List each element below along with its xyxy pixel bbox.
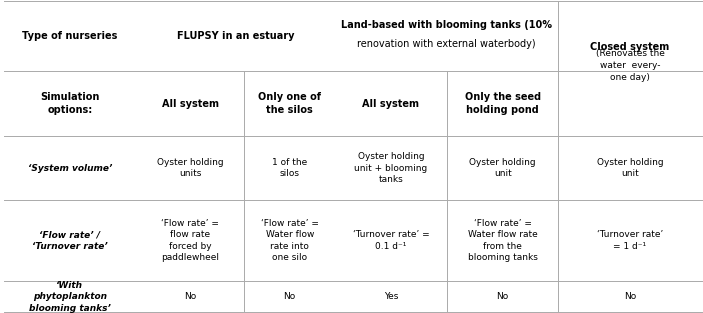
- Text: 1 of the
silos: 1 of the silos: [272, 158, 307, 178]
- Text: ‘Flow rate’ /
‘Turnover rate’: ‘Flow rate’ / ‘Turnover rate’: [32, 230, 108, 251]
- Text: Simulation
options:: Simulation options:: [40, 92, 100, 115]
- Text: Yes: Yes: [384, 292, 398, 301]
- Text: Oyster holding
unit: Oyster holding unit: [597, 158, 664, 178]
- Text: Closed system: Closed system: [591, 42, 670, 52]
- Text: ‘System volume’: ‘System volume’: [27, 164, 112, 173]
- Text: Oyster holding
unit + blooming
tanks: Oyster holding unit + blooming tanks: [354, 152, 427, 184]
- Text: All system: All system: [162, 99, 219, 109]
- Text: renovation with external waterbody): renovation with external waterbody): [358, 39, 536, 49]
- Text: ‘Turnover rate’
= 1 d⁻¹: ‘Turnover rate’ = 1 d⁻¹: [597, 230, 663, 251]
- Text: No: No: [624, 292, 636, 301]
- Text: ‘Turnover rate’ =
0.1 d⁻¹: ‘Turnover rate’ = 0.1 d⁻¹: [353, 230, 430, 251]
- Text: ‘With
phytoplankton
blooming tanks’: ‘With phytoplankton blooming tanks’: [29, 281, 111, 313]
- Text: ‘Flow rate’ =
Water flow
rate into
one silo: ‘Flow rate’ = Water flow rate into one s…: [261, 219, 318, 262]
- Text: No: No: [184, 292, 196, 301]
- Text: Oyster holding
units: Oyster holding units: [157, 158, 224, 178]
- Text: Type of nurseries: Type of nurseries: [22, 31, 117, 41]
- Text: (Renovates the
water  every-
one day): (Renovates the water every- one day): [595, 49, 664, 82]
- Text: All system: All system: [363, 99, 420, 109]
- Text: No: No: [283, 292, 296, 301]
- Text: No: No: [496, 292, 509, 301]
- Text: Oyster holding
unit: Oyster holding unit: [470, 158, 536, 178]
- Text: Only one of
the silos: Only one of the silos: [258, 92, 321, 115]
- Text: Only the seed
holding pond: Only the seed holding pond: [465, 92, 541, 115]
- Text: ‘Flow rate’ =
Water flow rate
from the
blooming tanks: ‘Flow rate’ = Water flow rate from the b…: [467, 219, 538, 262]
- Text: Land-based with blooming tanks (10%: Land-based with blooming tanks (10%: [341, 20, 553, 30]
- Text: ‘Flow rate’ =
flow rate
forced by
paddlewheel: ‘Flow rate’ = flow rate forced by paddle…: [161, 219, 219, 262]
- Text: FLUPSY in an estuary: FLUPSY in an estuary: [177, 31, 295, 41]
